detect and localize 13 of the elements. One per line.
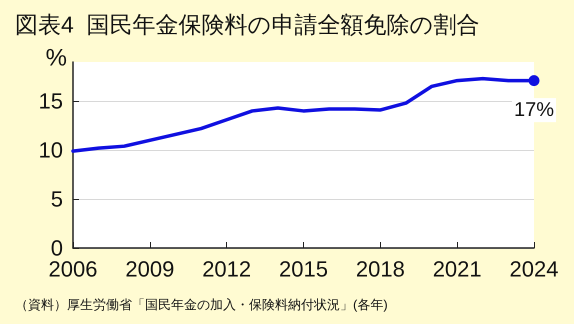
x-tick-label: 2012 [202,256,252,282]
y-tick-label: 15 [38,88,63,114]
x-tick-label: 2021 [432,256,482,282]
x-tick-label: 2015 [279,256,328,282]
x-tick-label: 2018 [356,256,405,282]
x-tick-label: 2024 [510,256,558,282]
chart-title: 図表4 国民年金保険料の申請全額免除の割合 [15,12,480,38]
y-axis-title: % [46,44,67,72]
y-tick-label: 10 [38,138,63,163]
y-tick-label: 5 [50,186,63,212]
data-label: 17% [514,99,554,122]
text: （資料）厚生労働省「国民年金の加入・保険料納付状況」(各年) [15,297,388,312]
x-tick-label: 2009 [125,256,174,282]
